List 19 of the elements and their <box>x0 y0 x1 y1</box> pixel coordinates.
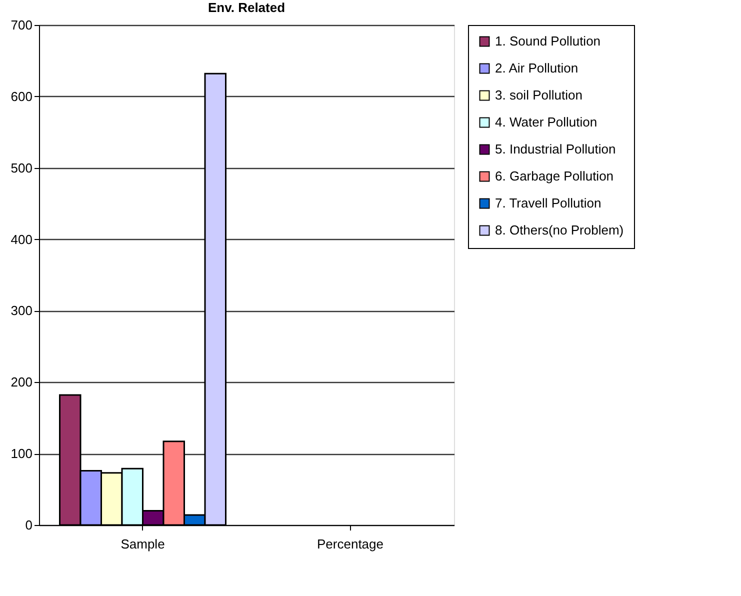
y-tick-label: 100 <box>10 446 32 462</box>
legend-label: 5. Industrial Pollution <box>495 142 616 156</box>
y-tick-label: 200 <box>10 374 32 390</box>
x-tick-label: Percentage <box>317 536 384 552</box>
y-tick-label: 600 <box>10 88 32 104</box>
legend-label: 8. Others(no Problem) <box>495 222 624 238</box>
y-tick-label: 700 <box>10 18 32 32</box>
legend-label: 6. Garbage Pollution <box>495 168 614 184</box>
y-tick-label: 400 <box>10 232 32 247</box>
legend-label: 4. Water Pollution <box>495 114 598 130</box>
x-tick-label: Sample <box>120 536 165 552</box>
legend-label: 1. Sound Pollution <box>495 34 601 48</box>
legend-label: 3. soil Pollution <box>495 88 582 102</box>
legend-label: 2. Air Pollution <box>495 60 578 76</box>
y-tick-label: 300 <box>10 303 32 318</box>
chart-title: Env. Related <box>208 0 286 15</box>
legend-label: 7. Travell Pollution <box>495 196 602 210</box>
y-tick-label: 500 <box>10 160 32 176</box>
y-tick-label: 0 <box>25 518 32 532</box>
